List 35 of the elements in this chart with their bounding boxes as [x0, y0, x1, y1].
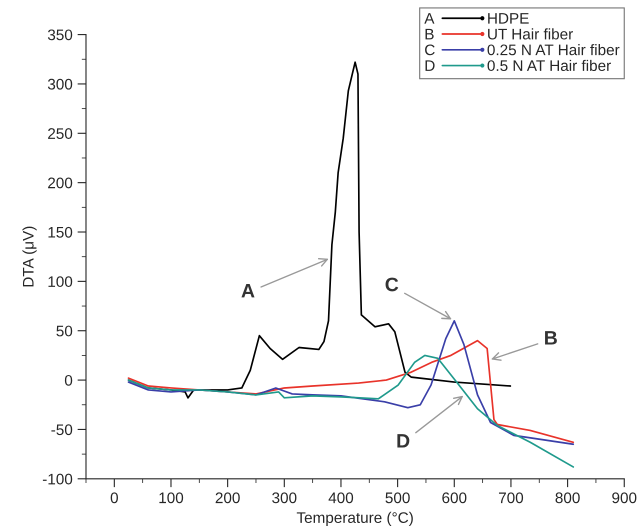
y-tick-label: -50 [51, 424, 72, 436]
y-tick-label: 250 [48, 128, 72, 139]
annotation: A [241, 284, 255, 298]
y-tick-label: 0 [64, 374, 72, 386]
x-tick-label: 900 [612, 492, 636, 504]
annotation: C [386, 278, 398, 292]
x-tick-label: 300 [272, 492, 296, 504]
x-tick-label: 700 [498, 492, 524, 504]
annotation: D [397, 434, 410, 448]
annotation: B [545, 331, 557, 345]
y-tick-label: 100 [48, 276, 72, 288]
x-tick-label: 100 [159, 492, 184, 504]
y-tick-label: 50 [56, 326, 72, 336]
legend-label: UT Hair fiber [488, 28, 573, 40]
text: B [426, 28, 434, 40]
y-tick-label: 350 [48, 29, 72, 40]
legend-label: 0.5 N AT Hair fiber [488, 60, 611, 72]
y-axis-title: DTA (μV) [22, 226, 37, 286]
y-tick-label: 200 [48, 178, 72, 188]
x-axis-title: Temperature (°C) [296, 512, 413, 526]
y-tick-label: 300 [48, 78, 72, 90]
y-tick-label: 150 [48, 226, 72, 238]
y-tick-label: -100 [42, 474, 72, 484]
text: A [424, 13, 434, 24]
legend-label: 0.25 N AT Hair fiber [488, 44, 620, 56]
x-tick-label: 800 [556, 492, 580, 504]
x-tick-label: 600 [442, 492, 466, 504]
text: D [426, 60, 435, 71]
legend-label: HDPE [488, 13, 529, 24]
x-tick-label: 500 [385, 492, 410, 504]
line-series [128, 354, 574, 468]
x-tick-label: 200 [216, 492, 240, 504]
text: C [425, 44, 435, 56]
x-tick-label: 400 [328, 492, 354, 504]
x-tick-label: 0 [110, 492, 118, 504]
